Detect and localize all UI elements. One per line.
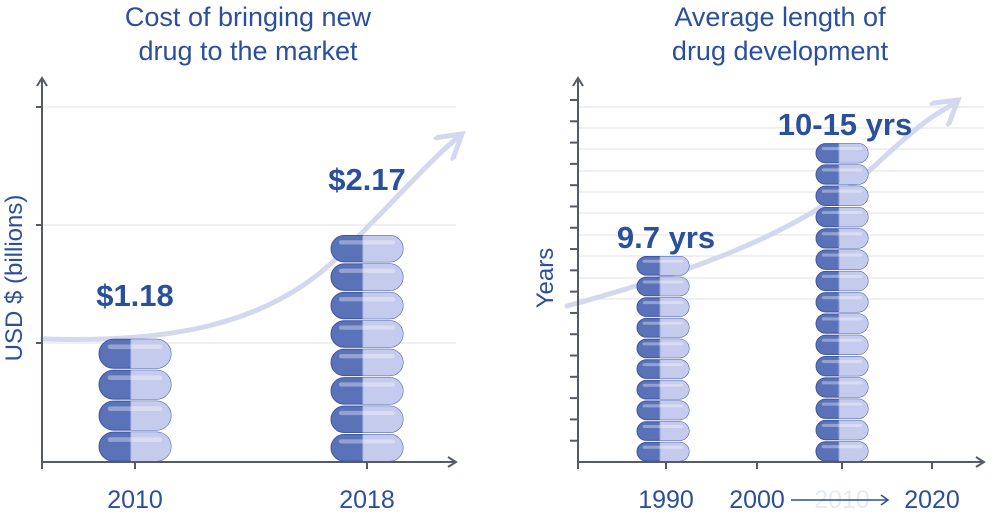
- bars: [636, 143, 869, 462]
- bar-2010: [98, 338, 172, 462]
- capsule: [815, 228, 869, 249]
- bar-1990: [636, 255, 690, 462]
- capsule: [636, 379, 690, 400]
- trend-arrow: [41, 134, 462, 342]
- capsule: [815, 313, 869, 334]
- capsule: [815, 398, 869, 419]
- x-tick-label-1990: 1990: [638, 486, 694, 514]
- chart-length: Average length of drug development Years…: [532, 2, 986, 514]
- capsule: [98, 369, 172, 400]
- capsule: [330, 377, 404, 405]
- capsule: [636, 317, 690, 338]
- capsule: [815, 441, 869, 462]
- capsule: [815, 377, 869, 398]
- capsule: [815, 419, 869, 441]
- y-axis-arrow: [36, 76, 48, 87]
- x-axis-arrow: [447, 456, 458, 468]
- capsule: [636, 338, 690, 359]
- axis-ticks: [36, 106, 368, 469]
- capsule: [98, 431, 172, 462]
- capsule: [815, 334, 869, 356]
- bar-2018: [330, 234, 404, 462]
- data-label-2010: $1.18: [96, 278, 174, 313]
- y-axis-label: Years: [532, 248, 559, 309]
- y-axis-label: USD $ (billions): [1, 195, 28, 362]
- chart-title-line-2: drug development: [672, 36, 889, 66]
- chart-title-line-1: Average length of: [674, 2, 886, 32]
- capsule: [815, 185, 869, 206]
- capsule: [330, 291, 404, 320]
- capsule: [636, 297, 690, 317]
- x-tick-label-2018: 2018: [339, 486, 395, 514]
- x-tick-label-2020: 2020: [904, 486, 960, 514]
- bar-2010: [815, 143, 869, 462]
- data-label-2010: 10-15 yrs: [778, 107, 912, 142]
- capsule: [815, 249, 869, 270]
- capsule: [98, 338, 172, 369]
- capsule: [636, 441, 690, 462]
- capsule: [98, 400, 172, 431]
- capsule: [815, 164, 869, 185]
- capsule: [815, 356, 869, 377]
- capsule: [815, 270, 869, 292]
- capsule: [330, 434, 404, 462]
- capsule: [330, 348, 404, 377]
- capsule: [636, 255, 690, 276]
- bars: [98, 234, 404, 462]
- capsule: [815, 206, 869, 228]
- capsule: [330, 263, 404, 291]
- chart-cost: Cost of bringing new drug to the market …: [1, 2, 462, 514]
- y-axis-arrow: [572, 76, 584, 87]
- data-label-2018: $2.17: [328, 162, 406, 197]
- chart-title-line-2: drug to the market: [138, 36, 358, 66]
- capsule: [815, 292, 869, 313]
- x-axis-arrow: [975, 456, 986, 468]
- chart-title-line-1: Cost of bringing new: [125, 2, 372, 32]
- data-label-1990: 9.7 yrs: [617, 220, 715, 255]
- capsule: [330, 405, 404, 434]
- capsule: [815, 143, 869, 164]
- capsule: [636, 421, 690, 441]
- capsule: [330, 234, 404, 263]
- axis-ticks: [570, 99, 933, 469]
- x-tick-label-2000: 2000: [729, 486, 785, 514]
- x-tick-label-2010: 2010: [107, 486, 163, 514]
- capsule: [636, 400, 690, 421]
- capsule: [636, 359, 690, 379]
- capsule: [636, 276, 690, 297]
- timeline-arrow-head: [880, 494, 890, 506]
- capsule: [330, 320, 404, 348]
